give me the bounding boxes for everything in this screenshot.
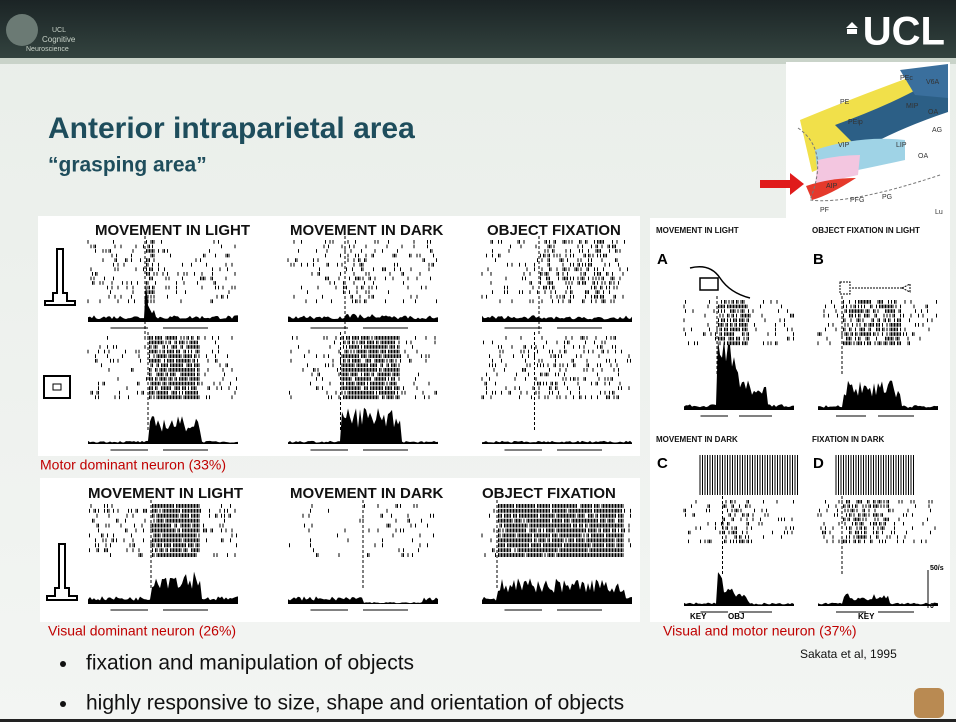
bullet: fixation and manipulation of objects [86,652,414,675]
brain-map: PEc V6A PE MIP OA PEip AG VIP LIP AIP OA… [760,62,950,218]
column-title: OBJECT FIXATION [482,485,616,502]
citation: Sakata et al, 1995 [800,647,897,661]
panel-letter: C [657,455,668,472]
caption: Visual and motor neuron (37%) [663,623,857,639]
title: Anterior intraparietal area [48,112,415,145]
axis-label: KEY [690,612,707,621]
map-label: AIP [826,183,838,190]
logo-mark [6,14,38,46]
axis-label: KEY [858,612,875,621]
axis-label: OBJ [728,612,744,621]
map-label: PEc [900,75,913,82]
map-label: PE [840,99,850,106]
map-label: PG [882,194,892,201]
panel-title: MOVEMENT IN DARK [656,435,738,444]
slide: UCL Cognitive Neuroscience UCL Anterior … [0,0,956,722]
column-title: MOVEMENT IN DARK [290,222,444,239]
map-label: OA [918,153,928,160]
column-title: MOVEMENT IN LIGHT [88,485,243,502]
panel-title: MOVEMENT IN LIGHT [656,226,739,235]
column-title: OBJECT FIXATION [487,222,621,239]
map-label: OA [928,109,938,116]
panel-letter: A [657,251,668,268]
map-label: LIP [896,142,907,149]
map-label: PEip [848,119,863,126]
panel-title: FIXATION IN DARK [812,435,885,444]
map-label: V6A [926,79,940,86]
map-label: VIP [838,142,850,149]
caption: Motor dominant neuron (33%) [40,457,226,473]
map-label: Lu [935,209,943,216]
header-bar [0,0,956,58]
bullet-dot [60,701,66,707]
bullet: highly responsive to size, shape and ori… [86,692,624,715]
monkey-icon [914,688,944,718]
panel-letter: B [813,251,824,268]
caption: Visual dominant neuron (26%) [48,623,236,639]
figure-top [38,216,640,456]
column-title: MOVEMENT IN DARK [290,485,444,502]
brand: UCL [863,10,945,54]
subtitle: “grasping area” [48,154,207,177]
logo-text: Neuroscience [26,46,69,53]
scale-label: 50/s [930,565,944,572]
logo-text: Cognitive [42,35,76,44]
figure-right [650,218,950,622]
map-label: MIP [906,103,919,110]
map-label: AG [932,127,942,134]
panel-letter: D [813,455,824,472]
column-title: MOVEMENT IN LIGHT [95,222,250,239]
map-label: PFG [850,197,864,204]
panel-title: OBJECT FIXATION IN LIGHT [812,226,920,235]
logo-text: UCL [52,27,66,34]
map-label: PF [820,207,829,214]
bullet-dot [60,661,66,667]
